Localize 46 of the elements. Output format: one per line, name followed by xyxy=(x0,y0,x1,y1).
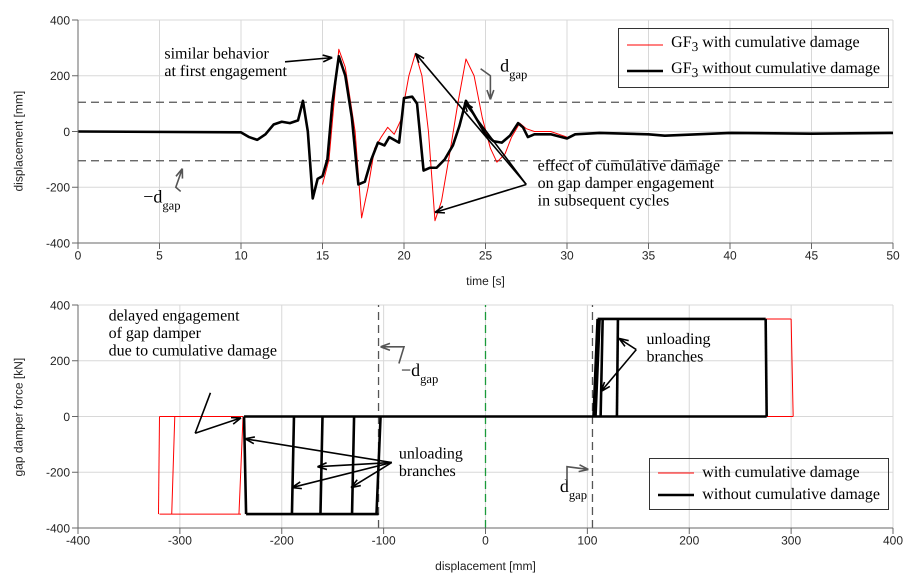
y-tick-label: -200 xyxy=(46,180,70,195)
x-tick-label: 20 xyxy=(397,248,411,263)
x-tick-label: 5 xyxy=(156,248,164,263)
x-tick-label: 45 xyxy=(804,248,818,263)
ref-line-label: −d$_{gap}$ xyxy=(400,360,438,386)
x-tick-label: 40 xyxy=(723,248,737,263)
x-tick-label: 35 xyxy=(642,248,656,263)
x-tick-label: 10 xyxy=(234,248,248,263)
x-tick-label: 300 xyxy=(781,534,802,548)
annotation: similar behavior at first engagement xyxy=(164,45,288,80)
x-tick-label: -100 xyxy=(372,534,396,548)
annotation: effect of cumulative damage on gap damper engagement in subsequent cycles xyxy=(538,158,720,210)
x-tick-label: 15 xyxy=(316,248,330,263)
y-tick-label: 400 xyxy=(50,298,70,312)
y-tick-label: 0 xyxy=(63,124,70,139)
x-tick-label: 0 xyxy=(482,534,490,548)
x-axis-title: time [s] xyxy=(466,274,505,288)
legend-label: GF$_{3}$ with cumulative damage xyxy=(671,33,860,56)
legend-label: with cumulative damage xyxy=(702,463,860,483)
y-tick-label: 400 xyxy=(50,13,70,28)
y-axis-title: gap damper force [kN] xyxy=(11,358,26,476)
x-tick-label: 50 xyxy=(886,248,900,263)
y-tick-label: -400 xyxy=(46,236,70,250)
x-tick-label: 200 xyxy=(679,534,700,548)
x-tick-label: 0 xyxy=(74,248,82,263)
ref-line-label: −d$_{gap}$ xyxy=(143,186,181,213)
y-tick-label: 200 xyxy=(50,69,70,84)
x-axis-title: displacement [mm] xyxy=(435,559,536,573)
x-tick-label: -200 xyxy=(270,534,294,548)
x-tick-label: -300 xyxy=(168,534,192,548)
ref-line-label: d$_{gap}$ xyxy=(500,56,528,82)
y-tick-label: 200 xyxy=(50,354,70,368)
y-tick-label: -400 xyxy=(46,521,70,536)
annotation: delayed engagement of gap damper due to cumulative damage xyxy=(108,307,277,360)
x-tick-label: 25 xyxy=(478,248,492,263)
annotation: unloading branches xyxy=(646,331,710,366)
x-tick-label: 400 xyxy=(882,534,904,548)
x-tick-label: 100 xyxy=(577,534,598,548)
annotation: unloading branches xyxy=(398,445,463,480)
x-tick-label: 30 xyxy=(560,248,574,263)
y-tick-label: -200 xyxy=(46,466,70,480)
ref-line-label: d$_{gap}$ xyxy=(560,476,588,502)
legend-label: GF$_{3}$ without cumulative damage xyxy=(671,59,880,82)
y-tick-label: 0 xyxy=(63,410,70,424)
legend-label: without cumulative damage xyxy=(702,485,880,505)
y-axis-title: displacement [mm] xyxy=(11,90,26,192)
